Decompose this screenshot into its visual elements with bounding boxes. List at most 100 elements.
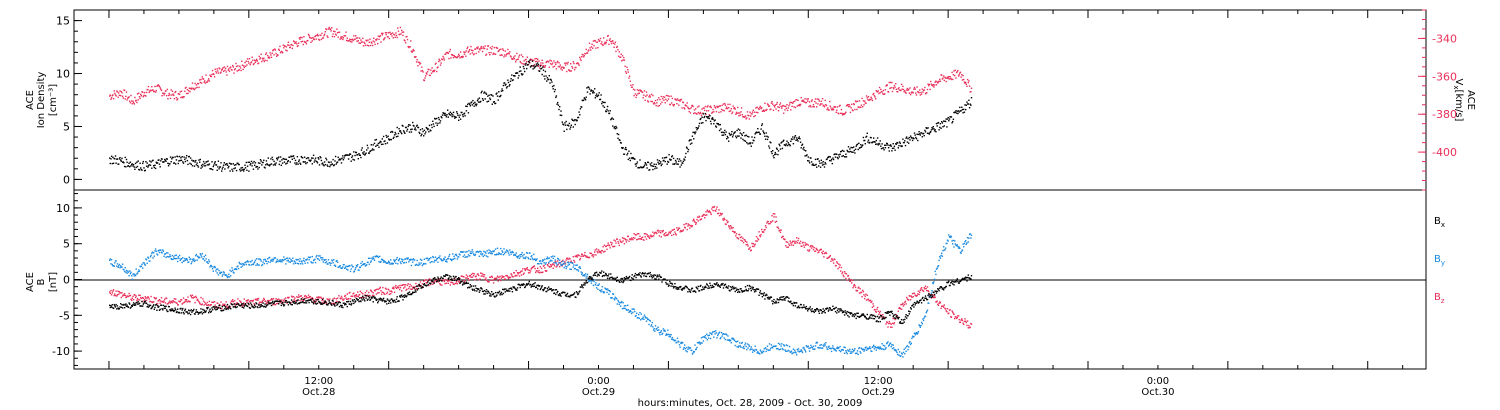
velocity-point [292,44,294,47]
velocity-point [224,67,227,69]
velocity-point [400,33,402,35]
density-point [565,120,567,123]
velocity-point [452,56,455,59]
velocity-point [675,99,677,101]
bz-point [392,286,394,288]
bz-point [261,301,263,304]
velocity-point [602,44,604,47]
by-point [527,258,530,260]
velocity-point [373,41,376,43]
velocity-point [425,75,427,77]
by-point [443,257,445,260]
by-point [290,260,293,262]
density-point [259,159,262,161]
bz-point [691,226,693,228]
by-point [359,266,361,269]
by-point [243,264,245,266]
density-point [674,159,677,162]
velocity-point [713,105,716,107]
by-point [131,275,133,277]
by-point [318,259,321,261]
density-point [353,159,356,161]
by-point [474,253,477,256]
density-point [484,98,486,100]
bz-point [361,296,363,299]
bz-point [136,299,138,302]
by-point [118,263,121,266]
by-point [161,252,163,254]
by-point [217,268,219,270]
bz-point [731,230,734,232]
velocity-point [821,98,824,100]
density-point [241,169,243,171]
density-point [516,72,519,74]
by-point [501,250,503,252]
velocity-point [652,103,655,105]
velocity-point [145,91,148,94]
density-point [544,78,546,80]
velocity-point [720,108,723,111]
velocity-point [314,35,317,37]
velocity-point [434,63,437,65]
by-point [221,275,223,277]
velocity-point [874,96,876,98]
density-point [447,116,449,118]
bz-point [557,260,559,262]
density-point [481,90,483,92]
by-point [602,291,604,293]
velocity-point [594,40,596,42]
velocity-point [131,100,133,102]
by-point [310,261,312,263]
velocity-point [311,37,313,39]
by-point [330,262,332,264]
velocity-point [916,86,918,88]
by-point [601,286,604,288]
density-point [667,161,670,163]
by-point [307,262,309,264]
density-point [921,136,923,138]
bz-point [744,240,747,242]
velocity-point [665,94,668,97]
density-point [760,128,762,130]
density-point [803,149,806,151]
density-point [189,157,192,159]
density-point [369,150,372,152]
bz-point [753,245,755,248]
bz-point [224,305,227,307]
bz-point [221,305,223,307]
velocity-point [125,91,128,93]
density-point [616,133,618,135]
bz-point [958,318,960,321]
velocity-point [878,92,880,95]
by-point [361,261,363,263]
velocity-point [887,91,890,93]
velocity-point [808,105,810,108]
velocity-point [949,76,951,78]
by-point [367,261,369,263]
by-point [133,275,135,277]
velocity-point [850,107,852,109]
velocity-point [928,83,931,86]
velocity-point [307,33,310,36]
velocity-point [249,64,251,66]
bz-point [749,246,751,249]
by-point [468,250,470,252]
bz-point [147,296,150,299]
velocity-point [320,38,323,41]
by-point [410,258,412,260]
density-point [324,163,326,166]
bz-point [793,240,795,242]
velocity-point [297,45,299,47]
density-point [161,158,163,160]
bz-point [705,211,707,213]
velocity-point [518,56,520,58]
by-point [204,260,206,262]
velocity-point [829,105,831,107]
velocity-point [891,81,893,84]
velocity-point [325,28,328,31]
density-point [864,143,866,145]
density-point [397,132,400,135]
by-point [298,260,301,262]
bz-point [278,298,280,300]
bz-point [305,297,307,299]
